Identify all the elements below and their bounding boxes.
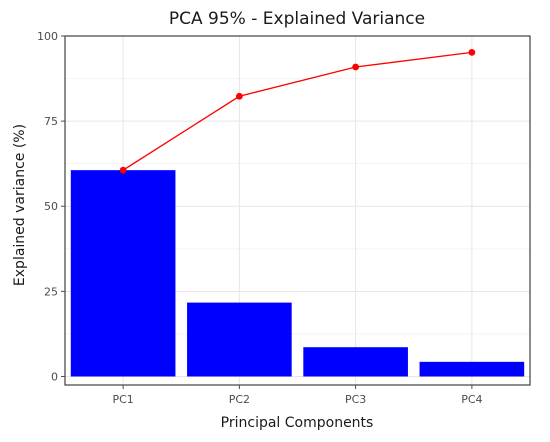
y-axis-label: Explained variance (%) [12,124,28,286]
x-tick-label: PC2 [229,393,250,406]
plot-border [64,35,531,386]
y-tick-label: 100 [37,30,58,43]
chart-title: PCA 95% - Explained Variance [169,9,425,29]
y-tick-label: 75 [44,115,58,128]
x-tick-label: PC1 [112,393,133,406]
x-tick-label: PC4 [461,393,482,406]
cumulative-point-pc4 [468,48,476,56]
y-tick-label: 0 [51,370,58,383]
cumulative-point-pc3 [352,63,360,71]
y-tick-label: 50 [44,200,58,213]
bar-pc3 [303,347,408,377]
x-axis-label: Principal Components [221,415,374,431]
bar-pc4 [419,361,525,377]
bar-pc1 [70,170,176,377]
cumulative-point-pc2 [235,92,243,100]
cumulative-point-pc1 [119,166,127,174]
cumulative-line [122,51,472,171]
x-tick-label: PC3 [345,393,366,406]
bar-pc2 [187,302,292,377]
plot-area: 0 25 50 75 100 PC1 PC2 PC3 PC4 [37,30,531,406]
y-tick-label: 25 [44,285,58,298]
